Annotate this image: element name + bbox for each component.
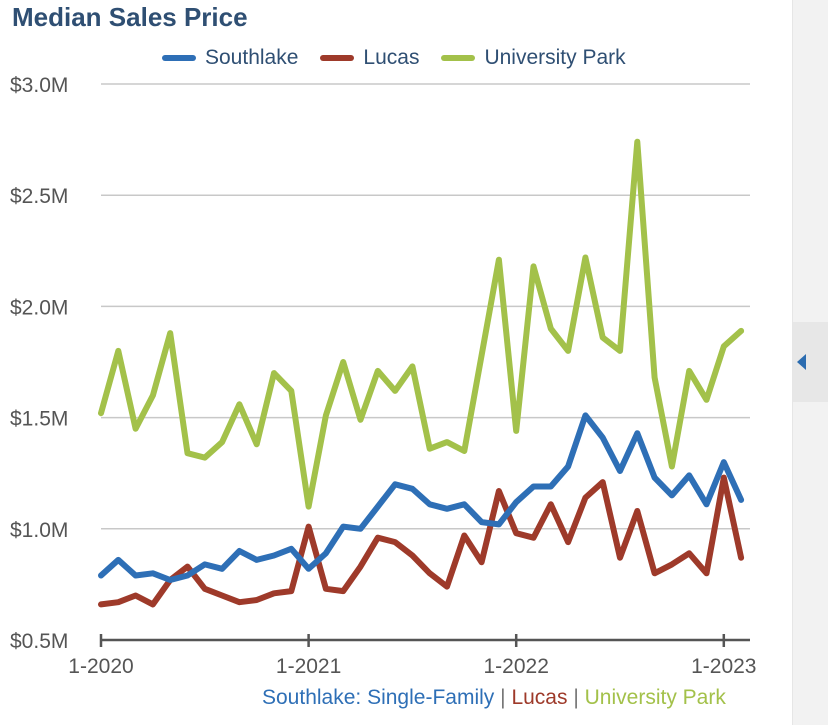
legend-label-southlake: Southlake — [205, 46, 299, 69]
x-tick-label: 1-2023 — [691, 655, 756, 678]
chart-title: Median Sales Price — [12, 2, 248, 32]
series-line-lucas[interactable] — [98, 474, 745, 608]
series-lines — [98, 138, 745, 608]
legend-swatch-lucas — [320, 55, 355, 61]
y-tick-label: $1.0M — [10, 519, 68, 542]
chart-legend: Southlake Lucas University Park — [162, 44, 648, 72]
footer-series-lucas: Lucas — [511, 686, 568, 709]
y-tick-label: $3.0M — [10, 74, 68, 97]
footer-credit: Southlake: Single-Family | Lucas | Unive… — [262, 686, 726, 710]
x-tick-label: 1-2020 — [68, 655, 133, 678]
legend-swatch-southlake — [162, 55, 196, 61]
axes: $0.5M $1.0M $1.5M $2.0M $2.5M $3.0M 1-2020 1-20… — [10, 74, 756, 678]
y-tick-label: $0.5M — [10, 630, 68, 653]
y-tick-label: $2.0M — [10, 296, 68, 319]
footer-series-university-park: University Park — [584, 686, 726, 709]
grid-lines — [101, 83, 750, 530]
y-tick-label: $1.5M — [10, 408, 68, 431]
legend-swatch-university-park — [441, 55, 476, 61]
line-chart: $0.5M $1.0M $1.5M $2.0M $2.5M $3.0M 1-2020 1-20… — [10, 74, 756, 678]
footer-series-southlake: Southlake: Single-Family — [262, 686, 495, 709]
footer-separator: | — [500, 686, 506, 709]
y-tick-label: $2.5M — [10, 185, 68, 208]
legend-label-university-park: University Park — [484, 46, 626, 69]
series-line-southlake[interactable] — [98, 412, 745, 583]
legend-item-southlake[interactable]: Southlake — [162, 46, 298, 70]
x-tick-label: 1-2021 — [276, 655, 341, 678]
legend-item-lucas[interactable]: Lucas — [320, 46, 419, 70]
legend-item-university-park[interactable]: University Park — [441, 46, 626, 70]
series-line-university-park[interactable] — [98, 138, 745, 510]
chevron-left-icon[interactable] — [797, 354, 806, 370]
legend-label-lucas: Lucas — [363, 46, 420, 69]
x-tick-label: 1-2022 — [484, 655, 549, 678]
footer-separator: | — [573, 686, 579, 709]
